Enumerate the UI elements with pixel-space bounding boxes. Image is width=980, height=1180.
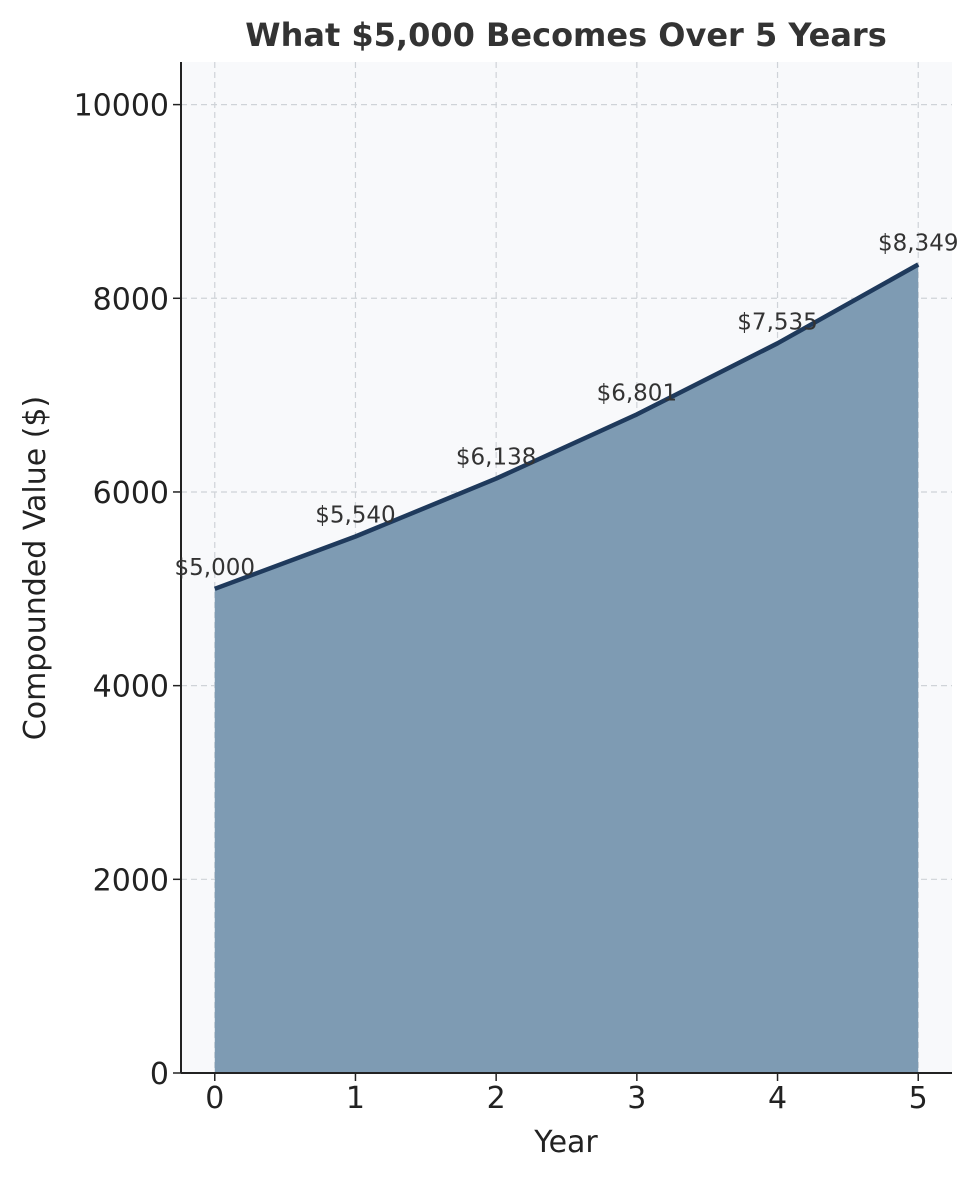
x-tick-label: 0 — [205, 1081, 224, 1116]
chart-title: What $5,000 Becomes Over 5 Years — [245, 16, 886, 54]
area-fill — [214, 264, 919, 1074]
data-label: $8,349 — [878, 230, 958, 256]
y-tick-label: 8000 — [93, 282, 169, 317]
x-tick-label: 4 — [768, 1081, 787, 1116]
y-tick-label: 4000 — [93, 670, 169, 705]
y-tick-label: 2000 — [93, 863, 169, 898]
series-line — [213, 262, 920, 591]
y-axis-ticks: 0 2000 4000 6000 8000 10000 — [74, 89, 181, 1092]
data-labels: $5,000 $5,540 $6,138 $6,801 $7,535 $8,349 — [175, 230, 959, 580]
data-label: $6,801 — [597, 380, 677, 406]
data-label: $5,540 — [315, 503, 395, 529]
x-tick-label: 1 — [346, 1081, 365, 1116]
data-label: $7,535 — [737, 309, 817, 335]
x-axis-ticks: 0 1 2 3 4 5 — [205, 1073, 928, 1116]
data-label: $5,000 — [175, 555, 255, 581]
y-tick-label: 0 — [150, 1057, 169, 1092]
x-tick-label: 5 — [909, 1081, 928, 1116]
x-tick-label: 2 — [487, 1081, 506, 1116]
x-tick-label: 3 — [627, 1081, 646, 1116]
x-axis-label: Year — [533, 1125, 598, 1160]
y-axis-label: Compounded Value ($) — [18, 396, 53, 740]
y-tick-label: 6000 — [93, 476, 169, 511]
data-label: $6,138 — [456, 445, 536, 471]
y-tick-label: 10000 — [74, 89, 169, 124]
